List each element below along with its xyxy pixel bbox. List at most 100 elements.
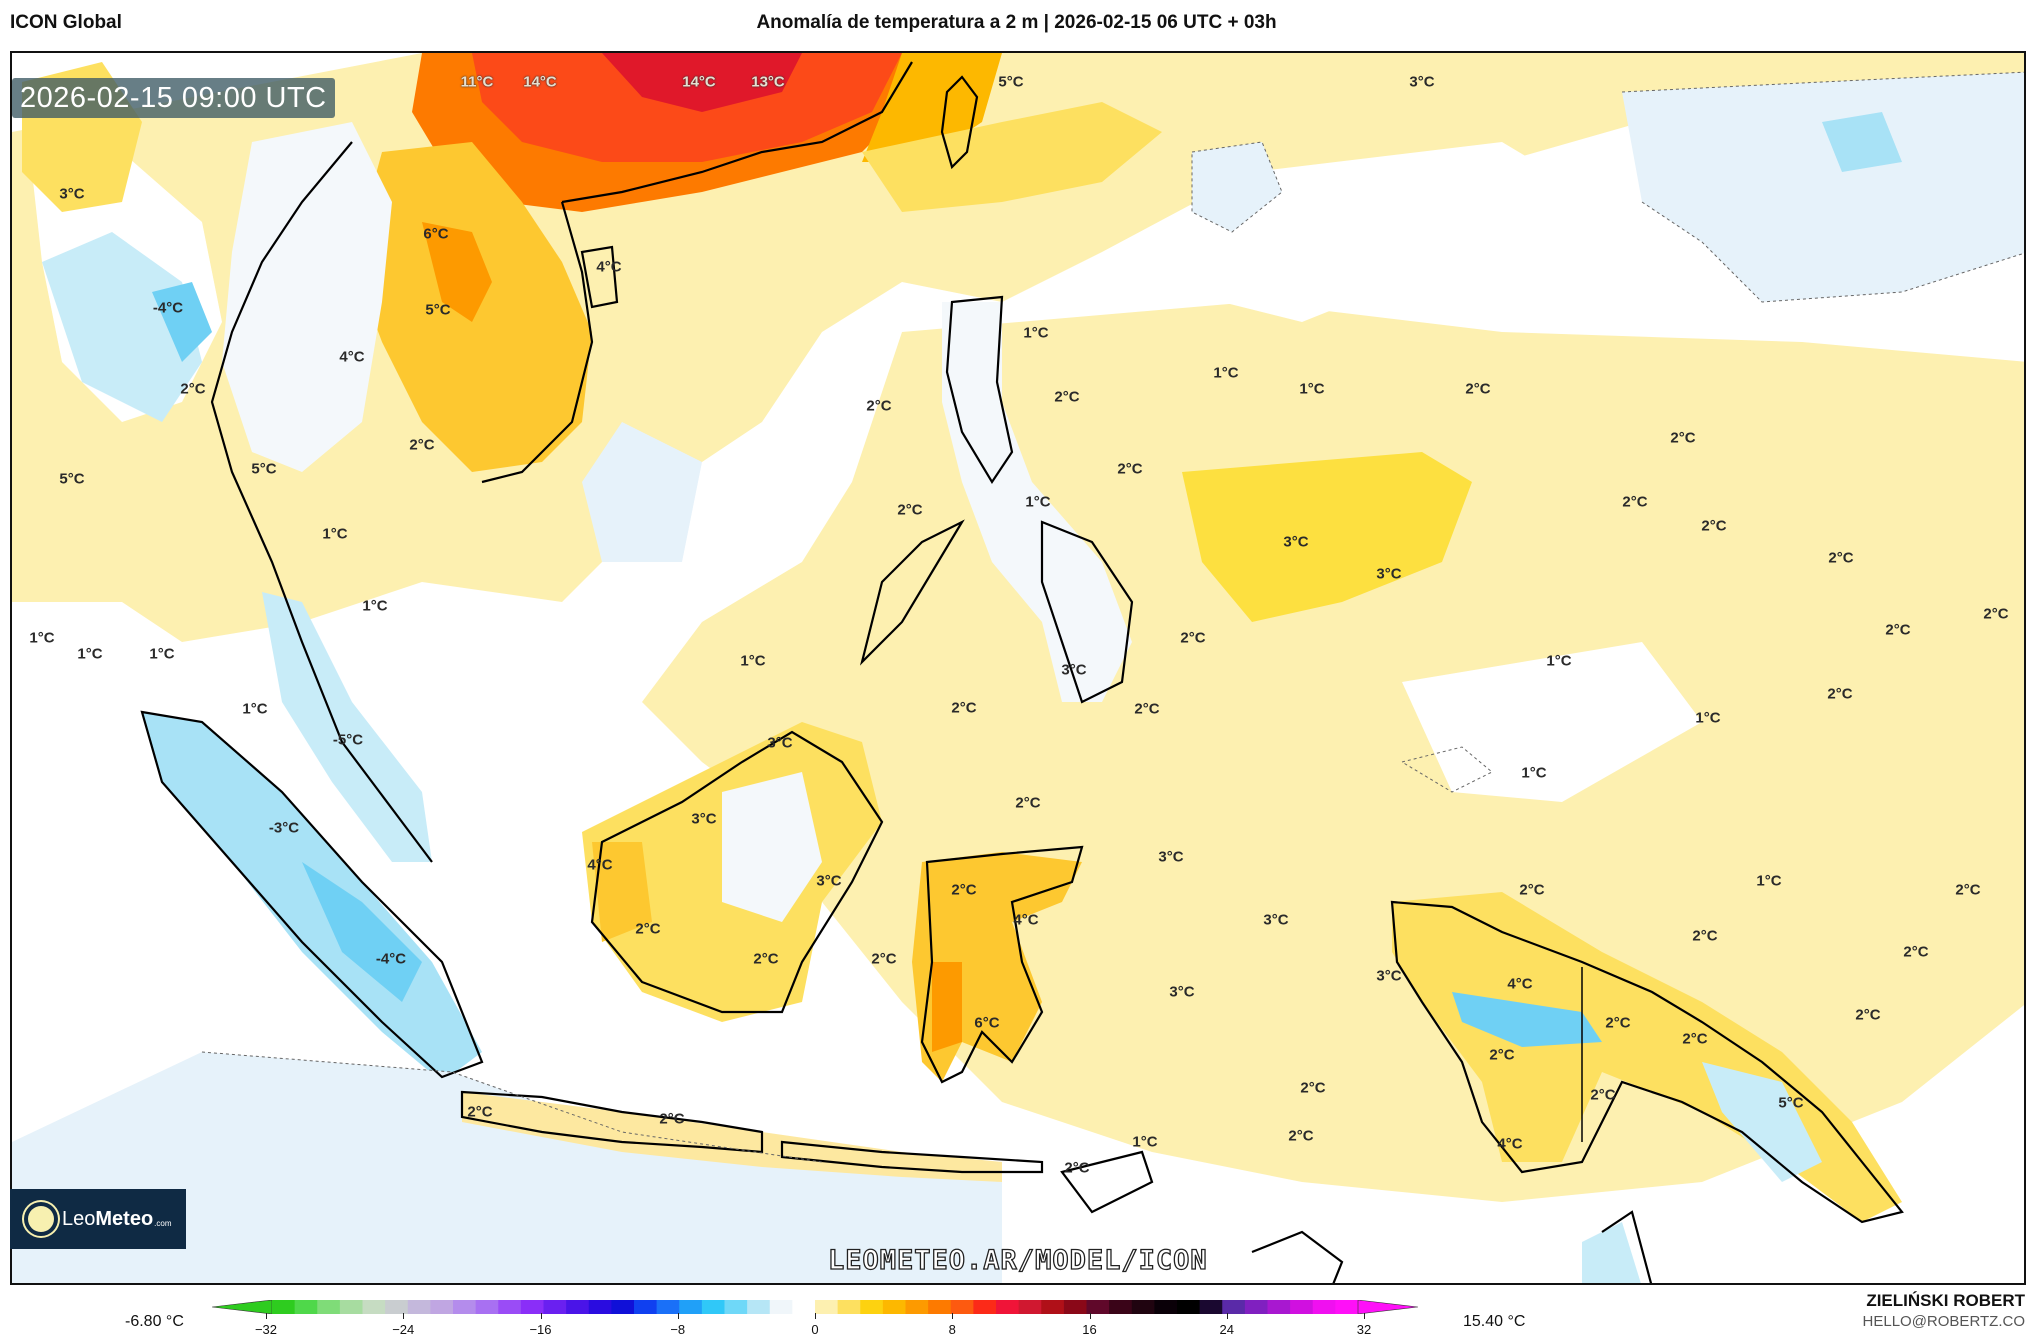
contour-label: 2°C [1590, 1086, 1616, 1104]
contour-label: 2°C [180, 380, 206, 398]
contour-label: 14°C [523, 73, 557, 91]
contour-label: 2°C [1489, 1046, 1515, 1064]
colorbar-tick [952, 1313, 954, 1319]
colorbar-tick-label: −24 [392, 1322, 415, 1337]
contour-label: 2°C [951, 881, 977, 899]
colorbar [212, 1300, 1418, 1314]
contour-label: 2°C [1300, 1079, 1326, 1097]
contour-label: 1°C [1025, 493, 1051, 511]
contour-label: 3°C [816, 872, 842, 890]
colorbar-tick [815, 1313, 816, 1319]
contour-label: 3°C [1169, 983, 1195, 1001]
contour-label: -4°C [375, 950, 407, 968]
author-email[interactable]: HELLO@ROBERTZ.CO [1862, 1313, 2025, 1330]
contour-label: 1°C [740, 652, 766, 670]
contour-label: 1°C [149, 645, 175, 663]
colorbar-tick [677, 1313, 679, 1319]
contour-label: 2°C [951, 699, 977, 717]
leometeo-logo[interactable]: LeoMeteo .com [10, 1189, 186, 1249]
colorbar-tick-label: 16 [1082, 1322, 1097, 1337]
logo-brand: LeoMeteo [62, 1208, 153, 1231]
contour-label: 1°C [1756, 872, 1782, 890]
contour-label: 2°C [467, 1103, 493, 1121]
contour-label: 2°C [1288, 1127, 1314, 1145]
contour-label: 1°C [29, 629, 55, 647]
contour-label: 5°C [251, 460, 277, 478]
contour-label: 11°C [460, 73, 494, 91]
colorbar-tick-label: −32 [254, 1322, 278, 1337]
contour-label: 1°C [242, 700, 268, 718]
contour-label: 1°C [1546, 652, 1572, 670]
contour-label: 5°C [59, 470, 85, 488]
logo-suffix: .com [154, 1218, 172, 1228]
watermark-url: LEOMETEO.AR/MODEL/ICON [827, 1244, 1208, 1276]
contour-label: 3°C [59, 185, 85, 203]
contour-label: 3°C [691, 810, 717, 828]
contour-label: 2°C [1054, 388, 1080, 406]
contour-label: 2°C [659, 1110, 685, 1128]
contour-label: 3°C [1158, 848, 1184, 866]
contour-label: 2°C [1605, 1014, 1631, 1032]
contour-label: 2°C [1903, 943, 1929, 961]
contour-label: 2°C [1955, 881, 1981, 899]
contour-label: 2°C [409, 436, 435, 454]
contour-label: 1°C [1299, 380, 1325, 398]
colorbar-tick [1089, 1313, 1091, 1319]
contour-label: 4°C [1013, 911, 1039, 929]
contour-label: 3°C [1283, 533, 1309, 551]
colorbar-tick-label: 0 [811, 1322, 819, 1337]
contour-label: 1°C [1521, 764, 1547, 782]
contour-label: 1°C [1023, 324, 1049, 342]
contour-label: 2°C [871, 950, 897, 968]
sun-icon [28, 1206, 54, 1232]
contour-label: 3°C [767, 734, 793, 752]
contour-label: 2°C [635, 920, 661, 938]
contour-label: 6°C [423, 225, 449, 243]
contour-label: 2°C [1670, 429, 1696, 447]
contour-label: 1°C [1695, 709, 1721, 727]
contour-label: 14°C [682, 73, 716, 91]
colorbar-tick-label: −16 [529, 1322, 552, 1337]
contour-label: 4°C [339, 348, 365, 366]
contour-label: 2°C [1180, 629, 1206, 647]
colorbar-tick [1226, 1313, 1228, 1319]
colorbar-max-label: 15.40 °C [1463, 1313, 1526, 1330]
logo-brand-bold: Meteo [95, 1207, 154, 1230]
contour-label: 13°C [751, 73, 785, 91]
colorbar-tick [1364, 1313, 1365, 1319]
contour-label: 2°C [1828, 549, 1854, 567]
contour-label: 2°C [1064, 1159, 1090, 1177]
contour-label: 1°C [322, 525, 348, 543]
contour-label: 6°C [974, 1014, 1000, 1032]
contour-label: -3°C [268, 819, 300, 837]
contour-label: 2°C [1827, 685, 1853, 703]
temperature-anomaly-map: 11°C 14°C 14°C 13°C 5°C 3°C 3°C 6°C 4°C -4°C 5°C 4°… [10, 51, 2026, 1285]
contour-label: 2°C [1015, 794, 1041, 812]
contour-label: 4°C [1497, 1135, 1523, 1153]
contour-label: 5°C [425, 301, 451, 319]
contour-label: 3°C [1376, 565, 1402, 583]
contour-label: 1°C [1132, 1133, 1158, 1151]
colorbar-tick-label: 8 [948, 1322, 956, 1337]
contour-label: 2°C [866, 397, 892, 415]
contour-label: 3°C [1263, 911, 1289, 929]
contour-label: 4°C [596, 258, 622, 276]
contour-label: 2°C [1519, 881, 1545, 899]
colorbar-tick-label: 32 [1356, 1322, 1372, 1337]
logo-brand-light: Leo [62, 1207, 96, 1230]
contour-label: 2°C [1622, 493, 1648, 511]
colorbar-tick [266, 1313, 267, 1319]
contour-label: 1°C [77, 645, 103, 663]
colorbar-min-label: -6.80 °C [125, 1313, 184, 1330]
author-name: ZIELIŃSKI ROBERT [1866, 1291, 2025, 1310]
contour-label: -5°C [332, 731, 364, 749]
contour-label: 2°C [1855, 1006, 1881, 1024]
colorbar-tick [540, 1313, 542, 1319]
contour-label: 2°C [1682, 1030, 1708, 1048]
contour-label: 2°C [753, 950, 779, 968]
model-name: ICON Global [10, 12, 122, 33]
colorbar-tick [403, 1313, 405, 1319]
valid-time-badge: 2026-02-15 09:00 UTC [12, 78, 335, 118]
contour-label: 1°C [362, 597, 388, 615]
contour-label: -4°C [152, 299, 184, 317]
